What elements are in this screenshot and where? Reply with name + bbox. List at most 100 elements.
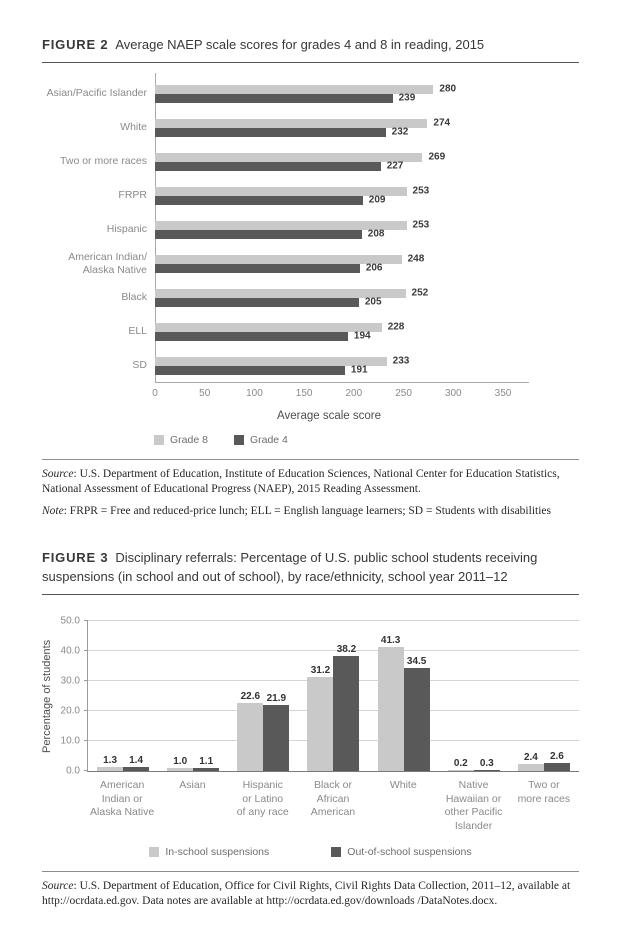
bar: 205 <box>155 297 382 308</box>
bar: 194 <box>155 331 371 342</box>
bar-column: 0.2 <box>447 758 474 772</box>
bar: 252 <box>155 288 428 299</box>
figure3-title-text: Disciplinary referrals: Percentage of U.… <box>42 550 538 585</box>
figure3-section: FIGURE 3 Disciplinary referrals: Percenta… <box>41 549 579 909</box>
bar-value-label: 0.3 <box>479 758 494 770</box>
category-label: White <box>389 779 417 792</box>
bar-value-label: 41.3 <box>380 635 401 647</box>
category-label: Two or more races <box>517 779 571 805</box>
chart-row: White 274 232 <box>42 111 579 145</box>
bar-pair: 269 227 <box>155 152 503 172</box>
figure3-legend: In-school suspensions Out-of-school susp… <box>42 846 579 858</box>
category-label: Two or more races <box>60 155 147 168</box>
axis-tick-label: 50.0 <box>60 615 80 627</box>
bar-pair: 228 194 <box>155 321 503 342</box>
legend-label: Grade 8 <box>170 433 208 446</box>
bar-value-label: 206 <box>365 262 383 274</box>
bar: 253 <box>155 186 429 197</box>
x-axis-label: Average scale score <box>277 409 381 422</box>
source-divider <box>42 458 579 460</box>
suspensions-chart: Percentage of students 0.0 10.0 20.0 30.0 40… <box>41 611 579 858</box>
bar: 227 <box>155 161 403 172</box>
note-label: Note <box>42 505 64 518</box>
category-label: Hispanic or Latino of any race <box>236 779 289 819</box>
bar: 269 <box>155 152 445 163</box>
bar: 191 <box>155 365 368 376</box>
plot-wrap: 1.3 1.4 1.0 1.1 22.6 21.9 31.2 38.2 41.3 34.5 0.2 0… <box>84 620 579 834</box>
note-text: : FRPR = Free and reduced-price lunch; E… <box>63 505 551 518</box>
bar-value-label: 21.9 <box>266 693 287 705</box>
category-label: Black or African American <box>310 779 356 819</box>
x-axis-category-labels: American Indian or Alaska Native Asian His… <box>87 779 579 834</box>
bar-value-label: 252 <box>411 287 429 299</box>
bar: 280 <box>155 84 456 95</box>
bar <box>237 703 264 772</box>
axis-tick-label: 0.0 <box>66 765 80 777</box>
axis-tick-label: 10.0 <box>60 735 80 747</box>
category-label: Black <box>121 291 147 304</box>
bar-value-label: 209 <box>368 194 386 206</box>
x-axis-ticks: 0 50 100 150 200 250 300 350 <box>152 387 511 401</box>
figure3-label: FIGURE 3 <box>42 550 109 566</box>
grade4-swatch-icon <box>233 434 244 445</box>
bar-value-label: 194 <box>353 330 371 342</box>
figure2-note: Note: FRPR = Free and reduced-price lunc… <box>42 504 579 519</box>
axis-tick-label: 200 <box>345 387 363 399</box>
bar: 232 <box>155 127 408 138</box>
legend-label: In-school suspensions <box>165 845 270 858</box>
bar-value-label: 1.0 <box>173 756 188 768</box>
bar-pair: 274 232 <box>155 118 503 138</box>
bar-value-label: 191 <box>350 364 368 376</box>
chart-row: Asian/Pacific Islander 280 239 <box>42 77 579 111</box>
chart-body: Percentage of students 0.0 10.0 20.0 30.0 40… <box>41 611 579 834</box>
bar-value-label: 228 <box>387 321 405 333</box>
bar-pair: 253 209 <box>155 186 503 206</box>
bar-group: 1.3 1.4 <box>97 755 150 772</box>
bar-group: 41.3 34.5 <box>377 635 430 772</box>
bar <box>473 770 500 772</box>
bar <box>263 705 290 772</box>
bar-column: 1.4 <box>123 755 150 772</box>
bar <box>543 763 570 772</box>
bar: 206 <box>155 263 383 274</box>
bar-column: 1.0 <box>167 756 194 772</box>
naep-scores-chart: Asian/Pacific Islander 280 239 White 274 232 T… <box>42 72 579 446</box>
grade8-swatch-icon <box>154 434 164 445</box>
bar <box>377 647 404 772</box>
axis-tick-label: 30.0 <box>60 675 80 687</box>
bar-pair: 253 208 <box>155 220 503 240</box>
bar-value-label: 253 <box>412 185 430 197</box>
bar-value-label: 232 <box>391 126 409 138</box>
chart-row: SD 233 191 <box>42 349 579 383</box>
bar-value-label: 280 <box>439 83 457 95</box>
axis-tickmark <box>84 620 88 622</box>
axis-tick-label: 300 <box>444 387 462 399</box>
category-label: FRPR <box>118 189 147 202</box>
bar: 209 <box>155 195 385 206</box>
bar <box>97 767 124 772</box>
bar <box>333 656 360 772</box>
bar-group: 22.6 21.9 <box>237 691 290 772</box>
category-label: Native Hawaiian or other Pacific Islande… <box>444 779 503 832</box>
figure2-legend: Grade 8 Grade 4 <box>154 434 579 446</box>
y-axis-label: Percentage of students <box>41 639 53 753</box>
bar-value-label: 22.6 <box>240 691 261 703</box>
axis-tickmark <box>84 740 88 742</box>
bar-column: 34.5 <box>403 656 430 772</box>
bar-value-label: 239 <box>398 92 416 104</box>
axis-tick-label: 50 <box>199 387 211 399</box>
bar <box>167 768 194 772</box>
source-label: Source <box>42 467 74 480</box>
chart-row: Two or more races 269 227 <box>42 145 579 179</box>
bar-value-label: 31.2 <box>310 665 331 677</box>
bar-column: 1.1 <box>193 756 220 772</box>
legend-item-outofschool: Out-of-school suspensions <box>331 846 472 858</box>
figure2-title: FIGURE 2 Average NAEP scale scores for gr… <box>42 36 579 55</box>
bar-value-label: 1.3 <box>103 755 118 767</box>
axis-tick-label: 40.0 <box>60 645 80 657</box>
bar: 274 <box>155 118 450 129</box>
bar-value-label: 269 <box>428 151 446 163</box>
title-divider <box>42 594 579 596</box>
bar-pair: 252 205 <box>155 288 503 308</box>
